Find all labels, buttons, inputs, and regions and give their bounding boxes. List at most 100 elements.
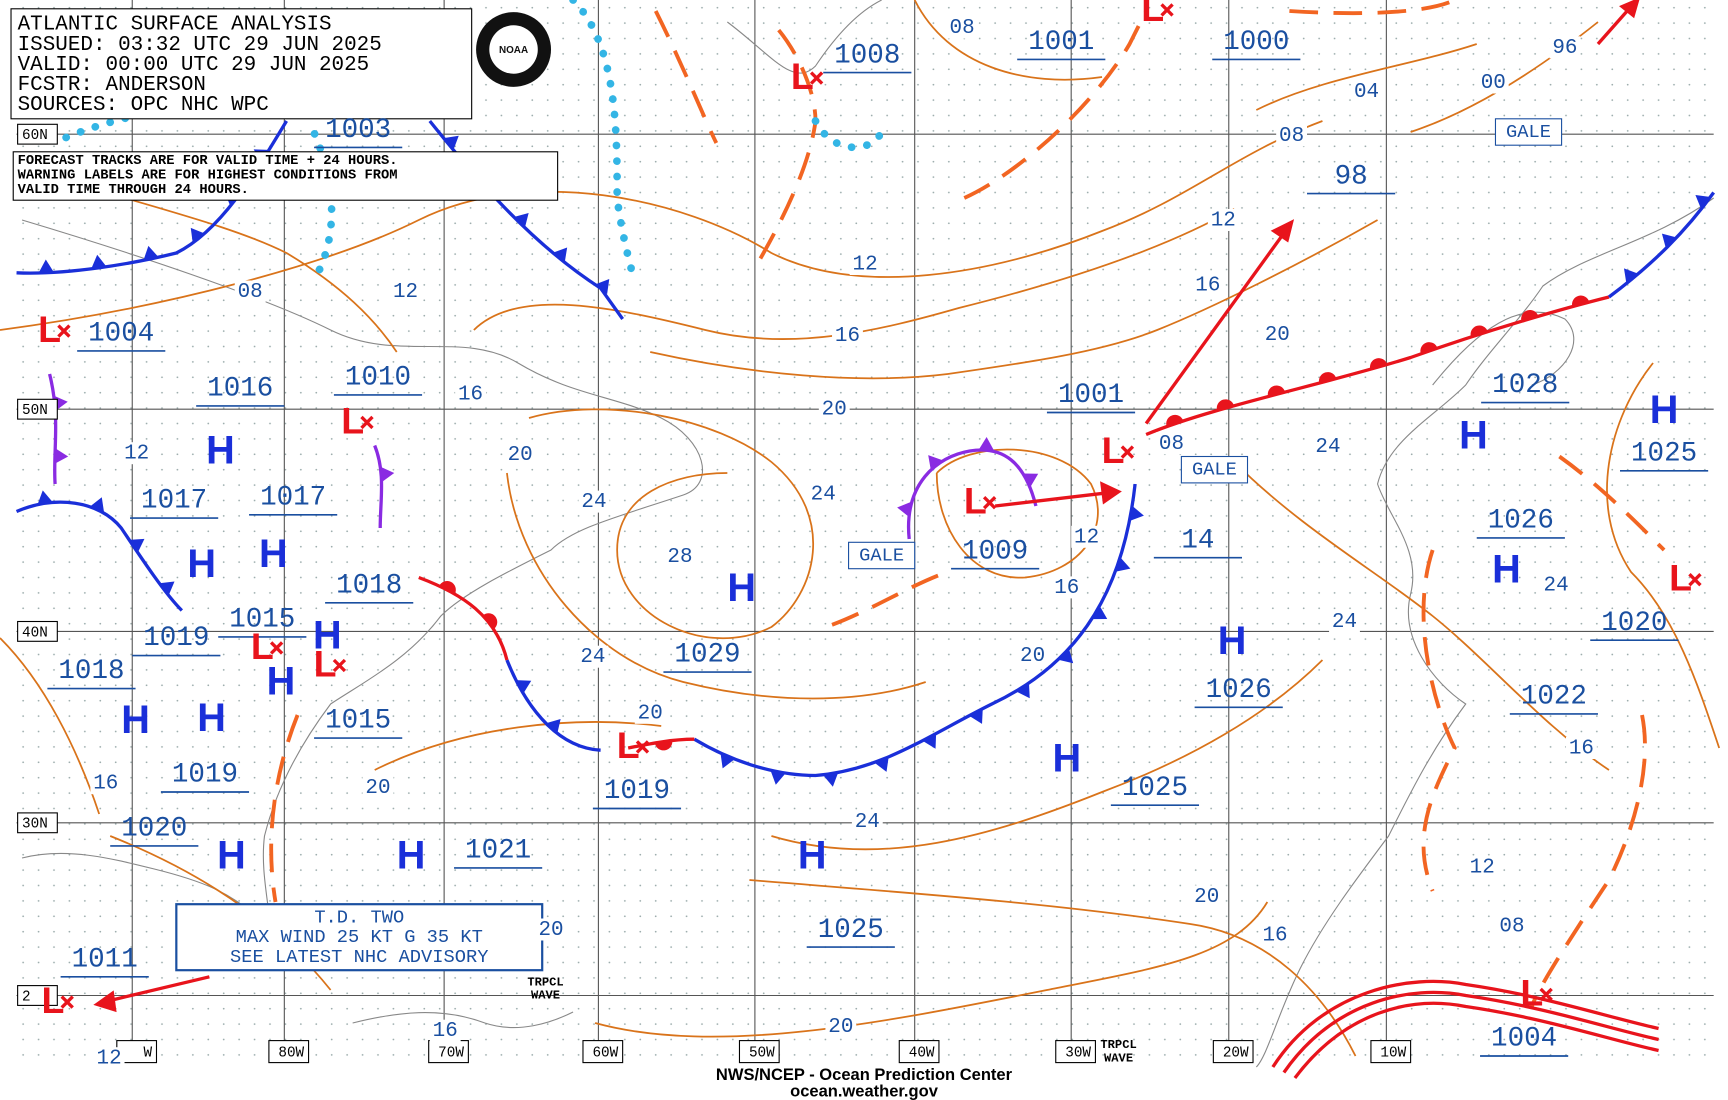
isobar-label: 08 [1279, 125, 1304, 148]
isobar [1606, 362, 1721, 749]
pressure-label: 1008 [834, 40, 900, 71]
isobar [374, 721, 662, 771]
cold-triangle [1058, 648, 1074, 664]
lat-label-box [17, 123, 58, 145]
isobar-label-bg [1329, 610, 1360, 633]
front-symbol [143, 245, 159, 261]
occluded-front [47, 373, 58, 485]
front-symbol [439, 581, 456, 594]
high-center: H [197, 696, 226, 740]
cold-triangle [770, 770, 786, 785]
low-x [1688, 573, 1702, 587]
pressure-label: 1004 [88, 319, 154, 350]
isobar-label-bg [577, 645, 609, 668]
warm-semicircle [1267, 385, 1286, 397]
isobar-label-bg [535, 918, 567, 941]
isobar-label: 16 [835, 325, 860, 348]
cold-triangle [720, 753, 735, 769]
front-symbol [1058, 648, 1074, 664]
warm-semicircle [1216, 399, 1235, 411]
front-symbol [515, 680, 532, 694]
occluded-symbol [928, 455, 943, 471]
lat-label-box [17, 620, 58, 642]
isobar-label-bg [1261, 323, 1293, 346]
isobar-label: 28 [667, 546, 692, 569]
advisory-line: MAX WIND 25 KT G 35 KT [236, 926, 483, 948]
front-symbol [513, 213, 529, 228]
high-center: H [121, 698, 150, 742]
front-symbol [89, 497, 105, 513]
front-symbol [1091, 605, 1108, 620]
pressure-label: 1025 [818, 915, 884, 946]
isobar-label: 20 [1265, 324, 1290, 347]
isobar-label: 24 [811, 483, 836, 506]
front-symbol [1016, 682, 1030, 699]
coastlines [21, 0, 1714, 1068]
warm-semicircle [1318, 372, 1337, 384]
occluded-symbol [978, 437, 994, 451]
front-symbol [443, 135, 459, 151]
pressure-label: 1025 [1122, 773, 1188, 804]
isobar-label: 20 [638, 702, 663, 725]
cold-triangle [443, 135, 459, 151]
isobar-label: 16 [1263, 925, 1288, 948]
isobar-label-bg [455, 382, 486, 405]
pressure-label: 1028 [1492, 370, 1558, 401]
lon-label-box [898, 1040, 940, 1064]
arrow-head [93, 990, 117, 1013]
warm-semicircle [1521, 309, 1539, 322]
isobar-label-bg [1071, 525, 1103, 548]
isobar-label-bg [90, 772, 122, 795]
low-center: L [38, 308, 61, 350]
pressure-label: 98 [1335, 161, 1368, 192]
front-symbol [482, 613, 498, 629]
isobar-label-bg [1549, 36, 1581, 59]
front-symbol [1129, 505, 1144, 521]
isobar [0, 120, 1323, 331]
warm-front [418, 575, 509, 661]
pressure-label: 1010 [345, 363, 411, 394]
high-center: H [397, 833, 426, 877]
cold-triangle [595, 278, 610, 295]
lon-label: 80W [278, 1045, 304, 1061]
front-symbol [874, 756, 889, 772]
pressure-label: 1020 [121, 814, 187, 845]
low-center: L [341, 399, 364, 441]
isobar-label-bg [825, 1015, 857, 1038]
front-symbol [545, 718, 561, 734]
warm-semicircle [1572, 295, 1590, 307]
pressure-label: 1025 [1631, 438, 1697, 469]
isobar-label-bg [429, 1019, 461, 1042]
occluded-symbol [897, 501, 912, 518]
lat-label: 40N [22, 625, 48, 641]
lon-label: 70W [438, 1045, 464, 1061]
low-x [982, 496, 997, 510]
header-line: FCSTR: ANDERSON [18, 74, 206, 97]
header-line: ATLANTIC SURFACE ANALYSIS [18, 14, 332, 37]
pressure-label: 1019 [143, 623, 209, 654]
storm-tracks [93, 0, 1640, 1013]
isobar [1233, 461, 1610, 771]
isobar-label: 12 [1470, 856, 1495, 879]
isobar-label-bg [832, 324, 863, 347]
trough [653, 10, 719, 144]
front-symbol [897, 501, 912, 518]
front-symbol [1216, 399, 1235, 411]
pressure-label: 1004 [1491, 1024, 1557, 1055]
pressure-label: 1015 [229, 605, 295, 636]
front-symbol [1267, 385, 1286, 397]
high-center: H [798, 833, 827, 877]
isobar-label-bg [1192, 273, 1224, 296]
occluded-symbol [380, 466, 395, 483]
arrow-head [1100, 481, 1122, 505]
cold-triangle [545, 718, 561, 734]
cold-triangle [190, 227, 205, 244]
cold-triangle [89, 497, 105, 513]
pressure-label: 1018 [58, 656, 124, 687]
isobar-label-bg [234, 280, 266, 303]
front-symbol [190, 227, 205, 244]
low-x [635, 740, 650, 754]
isobar-label-bg [1466, 855, 1498, 878]
front-symbol [1420, 342, 1438, 354]
pressure-label: 1017 [141, 486, 207, 517]
